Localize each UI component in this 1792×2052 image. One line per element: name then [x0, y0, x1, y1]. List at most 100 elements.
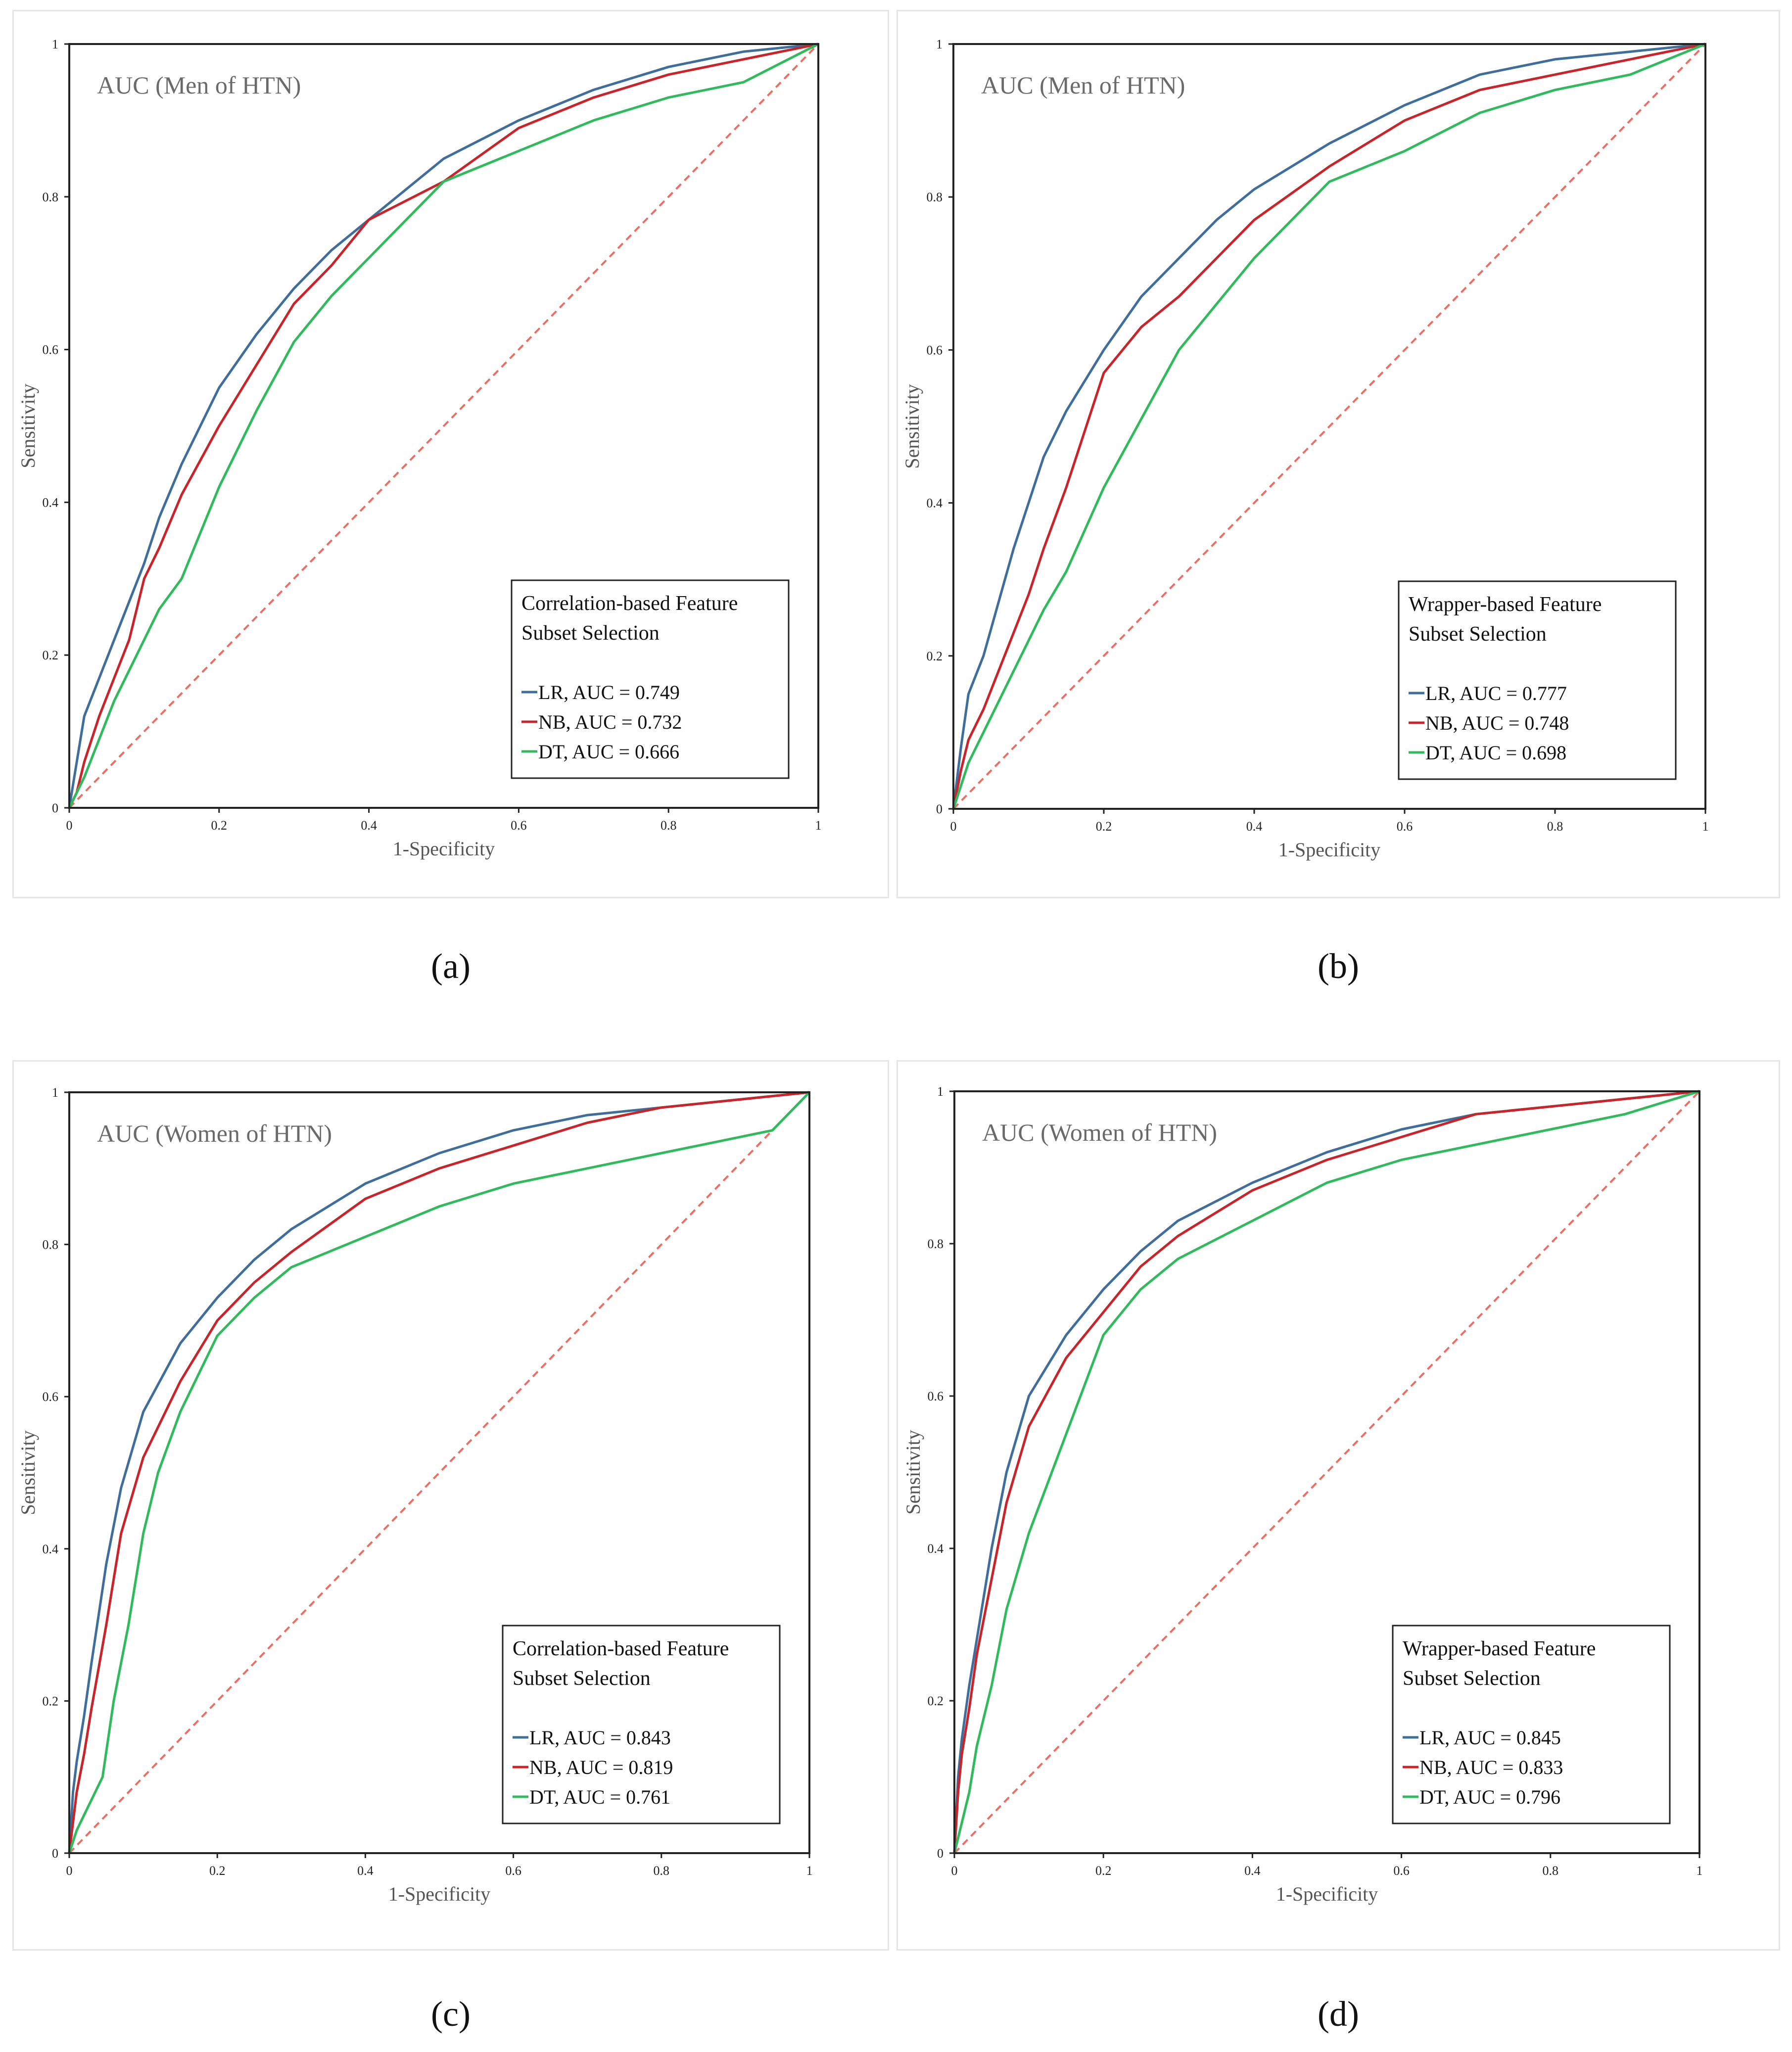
legend-entry-nb: NB, AUC = 0.732 — [538, 711, 682, 733]
roc-curve-dt — [953, 1090, 1700, 1854]
y-tick-label: 0.6 — [43, 1390, 59, 1404]
roc-curve-nb — [68, 1091, 810, 1854]
legend-entry-lr: LR, AUC = 0.843 — [529, 1726, 671, 1749]
y-tick-label: 0.8 — [927, 190, 943, 204]
plot-area-frame — [952, 43, 1706, 810]
diagonal-reference-line — [68, 1091, 810, 1854]
legend-entry-dt: DT, AUC = 0.698 — [1425, 742, 1566, 764]
y-tick-label: 0 — [936, 802, 943, 816]
roc-curve-dt — [952, 43, 1706, 809]
legend-box — [1392, 1625, 1671, 1824]
diagonal-reference-line — [952, 43, 1706, 810]
x-tick-label: 0.2 — [1096, 819, 1112, 834]
roc-curve-lr — [952, 43, 1706, 809]
x-tick-label: 0.2 — [211, 818, 228, 833]
legend-title-line1: Correlation-based Feature — [513, 1637, 729, 1660]
x-axis-label: 1-Specificity — [1278, 839, 1381, 861]
y-tick-label: 0.6 — [43, 343, 59, 357]
legend-box — [511, 579, 790, 779]
legend: Wrapper-based Feature Subset Selection LR,… — [1398, 580, 1677, 780]
y-tick-label: 0.2 — [43, 1694, 59, 1708]
roc-panel-c: 0 0 0.2 0.2 0.4 0.4 0.6 0.6 0.8 0.8 1 1 1-Specificit… — [12, 1060, 889, 1951]
x-tick-label: 0.4 — [1244, 1864, 1261, 1878]
x-tick-label: 1 — [1697, 1864, 1703, 1878]
roc-chart-a: 00 0.2 0.2 0.4 0.4 0.6 0.6 0.8 0.8 1 1 1-Specificit… — [17, 37, 822, 860]
y-tick-label: 0.4 — [43, 495, 59, 510]
x-tick-label: 0.4 — [361, 818, 377, 833]
legend-entry-lr: LR, AUC = 0.845 — [1419, 1726, 1561, 1749]
roc-curve-lr — [68, 43, 819, 808]
x-tick-label: 0.8 — [660, 818, 677, 833]
x-tick-label: 0 — [950, 819, 957, 834]
x-tick-label: 0 — [66, 818, 73, 833]
chart-title: AUC (Men of HTN) — [981, 71, 1185, 99]
x-tick-label: 0.2 — [1095, 1864, 1112, 1878]
legend-title-line2: Subset Selection — [1403, 1667, 1541, 1690]
y-axis-label: Sensitivity — [17, 383, 39, 468]
y-tick-label: 0.2 — [43, 648, 59, 662]
caption-b: (b) — [1318, 946, 1359, 986]
legend-title-line2: Subset Selection — [513, 1667, 651, 1690]
legend: Correlation-based Feature Subset Selectio… — [511, 579, 790, 779]
x-tick-label: 1 — [806, 1864, 813, 1878]
y-tick-label: 0 — [52, 801, 58, 815]
roc-panel-a: 0 0 0.2 0.2 0.4 0.4 0.6 0.6 0.8 0.8 1 1 1-Specificit… — [12, 10, 889, 898]
y-tick-label: 1 — [937, 1084, 943, 1099]
y-axis-label: Sensitivity — [17, 1430, 39, 1515]
legend-box — [502, 1625, 781, 1824]
diagonal-reference-line — [68, 43, 819, 809]
chart-title: AUC (Women of HTN) — [97, 1119, 332, 1147]
x-axis-label: 1-Specificity — [388, 1883, 491, 1905]
y-tick-label: 0.2 — [928, 1694, 944, 1708]
roc-chart-b: 00 0.2 0.2 0.4 0.4 0.6 0.6 0.8 0.8 1 1 1-Specificit… — [901, 37, 1709, 861]
plot-area-frame — [68, 43, 819, 809]
y-tick-label: 0.2 — [927, 649, 943, 663]
roc-curve-nb — [953, 1090, 1700, 1854]
x-tick-label: 0 — [951, 1864, 958, 1878]
legend-entry-dt: DT, AUC = 0.796 — [1419, 1786, 1560, 1808]
x-tick-label: 0.8 — [1543, 1864, 1559, 1878]
y-tick-label: 0.4 — [43, 1542, 59, 1556]
y-tick-label: 0.8 — [928, 1237, 944, 1251]
x-tick-label: 0.6 — [505, 1864, 521, 1878]
caption-d: (d) — [1318, 1994, 1359, 2034]
chart-title: AUC (Men of HTN) — [97, 71, 301, 99]
legend-entry-nb: NB, AUC = 0.833 — [1419, 1756, 1563, 1778]
roc-curve-nb — [68, 43, 819, 809]
legend-title-line2: Subset Selection — [1409, 623, 1547, 646]
y-tick-label: 1 — [52, 1085, 58, 1100]
plot-area-frame — [953, 1090, 1700, 1854]
y-tick-label: 0.8 — [43, 190, 59, 204]
x-tick-label: 0.8 — [654, 1864, 670, 1878]
roc-panel-b: 0 0 0.2 0.2 0.4 0.4 0.6 0.6 0.8 0.8 1 1 1-Specificit… — [896, 10, 1780, 898]
legend-title-line2: Subset Selection — [521, 622, 660, 645]
x-tick-label: 1 — [815, 818, 822, 833]
y-tick-label: 0.4 — [928, 1541, 944, 1556]
y-axis-label: Sensitivity — [902, 1430, 924, 1514]
x-tick-label: 0.2 — [209, 1864, 226, 1878]
plot-area-frame — [68, 1091, 810, 1854]
roc-curve-lr — [68, 1091, 810, 1854]
y-tick-label: 0.8 — [43, 1238, 59, 1252]
roc-chart-c: 00 0.2 0.2 0.4 0.4 0.6 0.6 0.8 0.8 1 1 1-Specificit… — [17, 1085, 813, 1905]
x-axis-label: 1-Specificity — [393, 838, 495, 860]
y-tick-label: 1 — [52, 37, 58, 51]
legend-title-line1: Correlation-based Feature — [521, 592, 738, 615]
legend-entry-nb: NB, AUC = 0.819 — [529, 1756, 673, 1778]
roc-curve-dt — [68, 1091, 810, 1854]
legend-entry-nb: NB, AUC = 0.748 — [1425, 712, 1569, 734]
x-tick-label: 0.6 — [1397, 819, 1413, 834]
x-tick-label: 0.6 — [1393, 1864, 1410, 1878]
x-tick-label: 0.8 — [1547, 819, 1563, 834]
x-tick-label: 0.4 — [357, 1864, 374, 1878]
legend: Wrapper-based Feature Subset Selection LR,… — [1392, 1625, 1671, 1824]
legend-entry-lr: LR, AUC = 0.777 — [1425, 682, 1567, 704]
x-tick-label: 0.6 — [511, 818, 527, 833]
y-axis-label: Sensitivity — [901, 384, 923, 468]
x-tick-label: 0.4 — [1246, 819, 1263, 834]
y-tick-label: 0.6 — [927, 343, 943, 357]
roc-curve-nb — [952, 43, 1706, 809]
legend: Correlation-based Feature Subset Selectio… — [502, 1625, 781, 1824]
roc-curve-dt — [68, 43, 819, 809]
caption-a: (a) — [431, 946, 471, 986]
